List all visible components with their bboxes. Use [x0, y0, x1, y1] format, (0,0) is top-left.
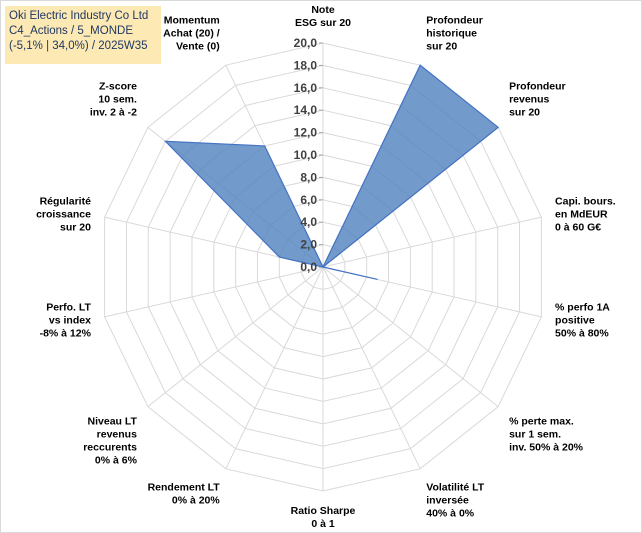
axis-spoke	[225, 266, 324, 470]
tick-label: 20,0	[294, 36, 318, 50]
tick-label: 18,0	[294, 58, 318, 72]
tick-label: 4,0	[300, 215, 317, 229]
axis-spoke	[147, 266, 324, 408]
tick-label: 0,0	[300, 260, 317, 274]
tick-label: 2,0	[300, 238, 317, 252]
category-label: Rendement LT 0% à 20%	[148, 481, 221, 506]
tick-label: 8,0	[300, 170, 317, 184]
tick-label: 10,0	[294, 148, 318, 162]
tick-label: 14,0	[294, 103, 318, 117]
category-label: Volatilité LT inversée 40% à 0%	[426, 481, 485, 519]
category-label: Z-score 10 sem. inv. 2 à -2	[90, 81, 137, 119]
category-label: Niveau LT revenus reccurents 0% à 6%	[83, 415, 137, 466]
title-company: Oki Electric Industry Co Ltd	[9, 10, 149, 22]
category-label: Capi. bours. en MdEUR 0 à 60 G€	[555, 196, 616, 234]
axis-spoke	[322, 216, 542, 268]
title-performance: (-5,1% | 34,0%) / 2025W35	[9, 40, 148, 52]
category-label: % perfo 1A positive 50% à 80%	[555, 301, 610, 339]
category-label: Note ESG sur 20	[295, 4, 351, 29]
tick-label: 6,0	[300, 193, 317, 207]
tick-label: 16,0	[294, 81, 318, 95]
chart-title-box: Oki Electric Industry Co Ltd C4_Actions …	[5, 6, 161, 64]
axis-spoke	[322, 266, 499, 408]
category-label: Profondeur revenus sur 20	[509, 81, 566, 119]
category-label: % perte max. sur 1 sem. inv. 50% à 20%	[509, 415, 584, 453]
category-label: Régularité croissance sur 20	[36, 196, 91, 234]
category-label: Ratio Sharpe 0 à 1	[291, 505, 356, 530]
category-label: Momentum Achat (20) / Vente (0)	[163, 15, 220, 53]
title-portfolio: C4_Actions / 5_MONDE	[9, 25, 133, 37]
axis-spoke	[322, 266, 421, 470]
tick-label: 12,0	[294, 126, 318, 140]
category-label: Profondeur historique sur 20	[426, 15, 483, 53]
axis-spoke	[104, 266, 324, 318]
data-series-area	[163, 64, 500, 281]
category-label: Perfo. LT vs index -8% à 12%	[40, 301, 92, 339]
